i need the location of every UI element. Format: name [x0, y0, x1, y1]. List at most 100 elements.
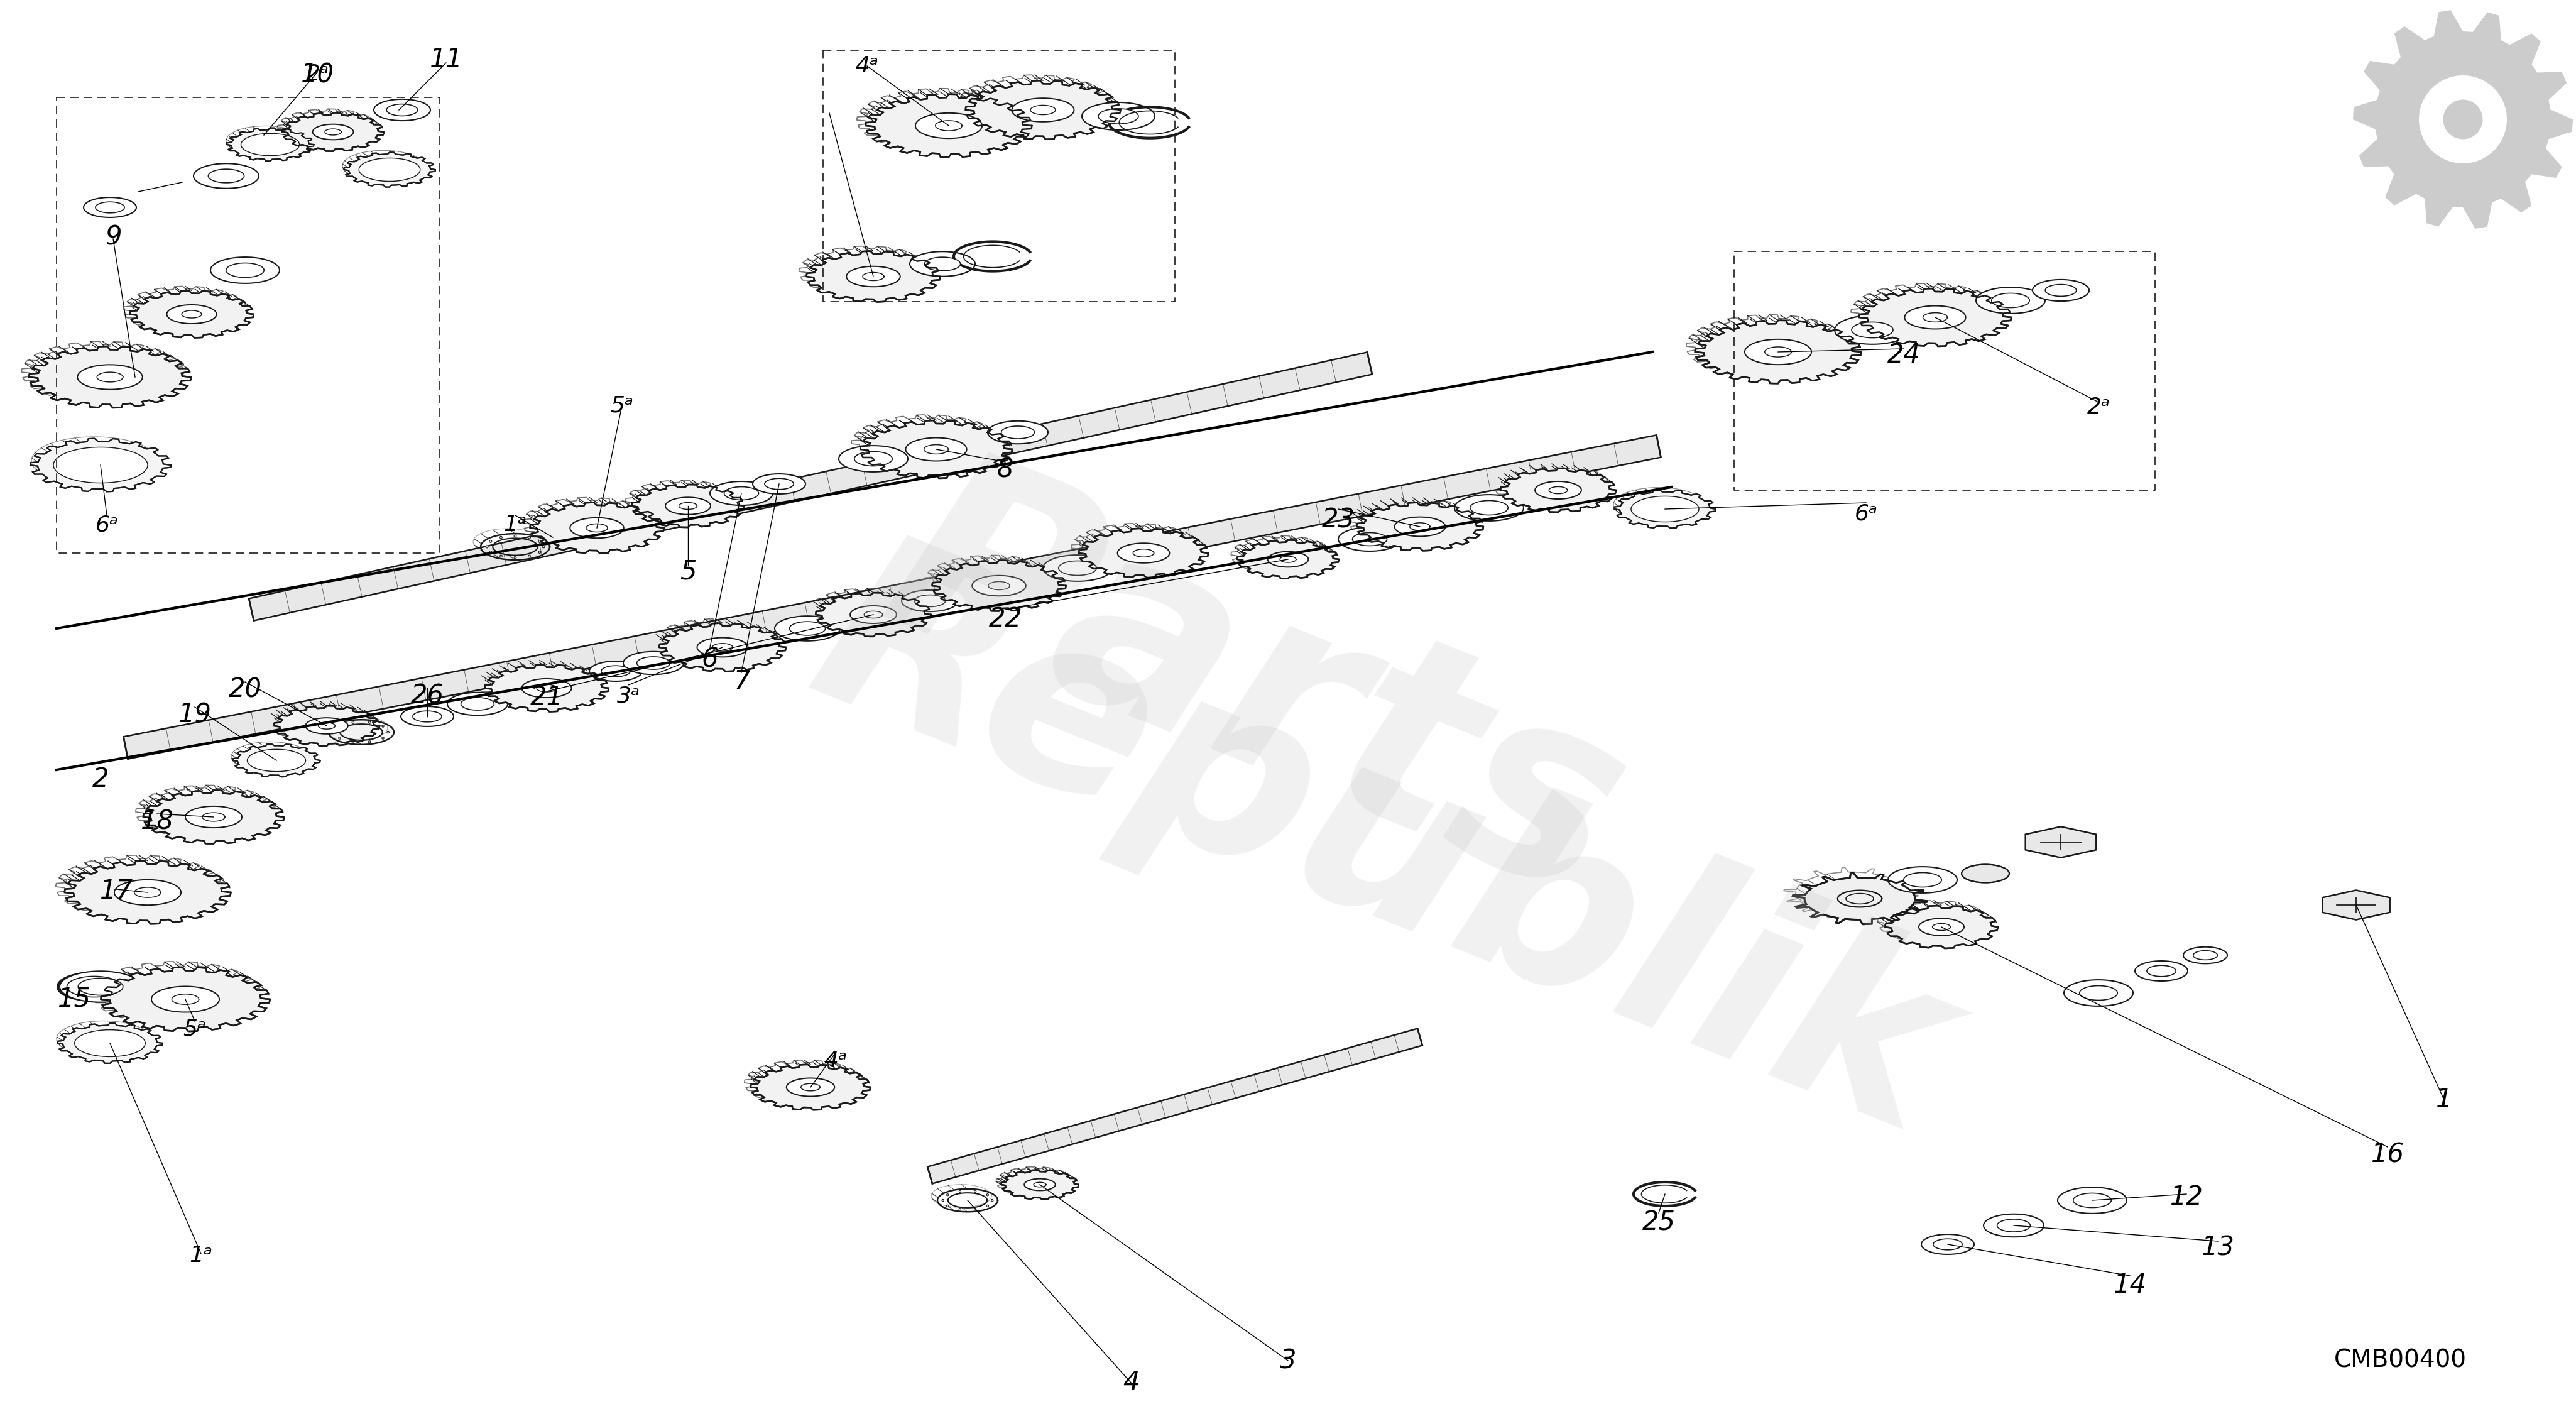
Polygon shape [75, 1030, 144, 1057]
Polygon shape [750, 1065, 871, 1110]
Text: 19: 19 [178, 702, 211, 728]
Polygon shape [1631, 496, 1700, 521]
Text: 10: 10 [301, 62, 335, 89]
Text: 8: 8 [997, 457, 1012, 483]
Polygon shape [273, 706, 379, 745]
Polygon shape [57, 1023, 162, 1064]
Text: 2ᵃ: 2ᵃ [307, 63, 330, 85]
Polygon shape [966, 80, 1121, 139]
Text: 25: 25 [1641, 1209, 1674, 1236]
Text: 26: 26 [410, 683, 443, 710]
Polygon shape [848, 266, 899, 286]
Text: 13: 13 [2202, 1234, 2233, 1261]
Polygon shape [211, 256, 281, 283]
Polygon shape [665, 497, 711, 514]
Text: 1: 1 [2437, 1086, 2452, 1113]
Text: 21: 21 [531, 685, 564, 710]
Polygon shape [971, 575, 1025, 596]
Text: 4ᵃ: 4ᵃ [855, 55, 878, 76]
Polygon shape [1340, 527, 1401, 551]
Text: 3: 3 [1280, 1347, 1296, 1374]
Polygon shape [909, 252, 976, 276]
Polygon shape [64, 861, 232, 924]
Polygon shape [250, 352, 1373, 620]
Polygon shape [461, 697, 495, 710]
Polygon shape [1499, 468, 1615, 511]
Polygon shape [600, 665, 631, 676]
Polygon shape [1960, 865, 2009, 882]
Polygon shape [866, 94, 1033, 158]
Polygon shape [77, 365, 142, 389]
Polygon shape [1471, 500, 1507, 516]
Polygon shape [1455, 495, 1522, 521]
Polygon shape [914, 113, 981, 138]
Polygon shape [95, 201, 124, 213]
Text: 5ᵃ: 5ᵃ [611, 395, 634, 416]
Polygon shape [2324, 890, 2391, 920]
Polygon shape [2045, 285, 2076, 296]
Text: 2: 2 [93, 766, 108, 792]
Polygon shape [124, 435, 1662, 759]
Text: 5: 5 [680, 559, 696, 585]
Polygon shape [1984, 1215, 2043, 1237]
Polygon shape [77, 978, 124, 995]
Text: 24: 24 [1888, 342, 1919, 368]
Polygon shape [1834, 316, 1909, 344]
Polygon shape [113, 879, 180, 905]
Polygon shape [1043, 555, 1113, 582]
Polygon shape [1267, 551, 1309, 566]
Polygon shape [855, 451, 891, 466]
Polygon shape [2146, 965, 2177, 976]
Polygon shape [209, 169, 245, 183]
Polygon shape [1852, 323, 1893, 338]
Polygon shape [343, 152, 435, 187]
Polygon shape [987, 421, 1048, 444]
Text: 5ᵃ: 5ᵃ [183, 1019, 206, 1040]
Polygon shape [144, 790, 283, 844]
Polygon shape [1695, 320, 1860, 383]
Polygon shape [1922, 1234, 1973, 1254]
Polygon shape [59, 971, 142, 1002]
Polygon shape [412, 712, 440, 721]
Polygon shape [54, 447, 147, 483]
Text: 4ᵃ: 4ᵃ [824, 1050, 848, 1071]
Polygon shape [227, 263, 263, 278]
Text: 4: 4 [1123, 1370, 1139, 1396]
Polygon shape [1352, 533, 1386, 545]
Polygon shape [2184, 947, 2228, 964]
Polygon shape [1002, 426, 1036, 438]
Polygon shape [1886, 906, 1999, 948]
Polygon shape [193, 163, 258, 189]
Polygon shape [242, 134, 299, 155]
Text: Republik: Republik [783, 514, 1981, 1182]
Polygon shape [1236, 540, 1340, 579]
Polygon shape [2079, 986, 2117, 1000]
Text: 1ᵃ: 1ᵃ [502, 514, 528, 535]
Polygon shape [631, 485, 744, 527]
Polygon shape [1118, 542, 1170, 564]
Polygon shape [1535, 482, 1582, 499]
Polygon shape [1976, 287, 2045, 314]
Polygon shape [1744, 340, 1811, 365]
Polygon shape [129, 290, 252, 338]
Text: CMB00400: CMB00400 [2334, 1348, 2465, 1372]
Polygon shape [386, 104, 417, 116]
Text: 15: 15 [57, 986, 90, 1013]
Polygon shape [1793, 874, 1927, 924]
Polygon shape [724, 486, 760, 500]
Text: 20: 20 [229, 676, 263, 703]
Polygon shape [1082, 103, 1154, 130]
Polygon shape [358, 158, 420, 182]
Polygon shape [185, 806, 242, 827]
Text: 6ᵃ: 6ᵃ [1855, 503, 1878, 524]
Polygon shape [247, 750, 307, 772]
Polygon shape [1860, 289, 2012, 347]
Polygon shape [2352, 10, 2573, 228]
Polygon shape [227, 128, 314, 161]
Polygon shape [1012, 99, 1074, 121]
Text: 22: 22 [989, 606, 1023, 633]
Polygon shape [312, 124, 353, 139]
Polygon shape [1991, 293, 2030, 307]
Text: 16: 16 [2370, 1141, 2403, 1168]
Polygon shape [152, 986, 219, 1012]
